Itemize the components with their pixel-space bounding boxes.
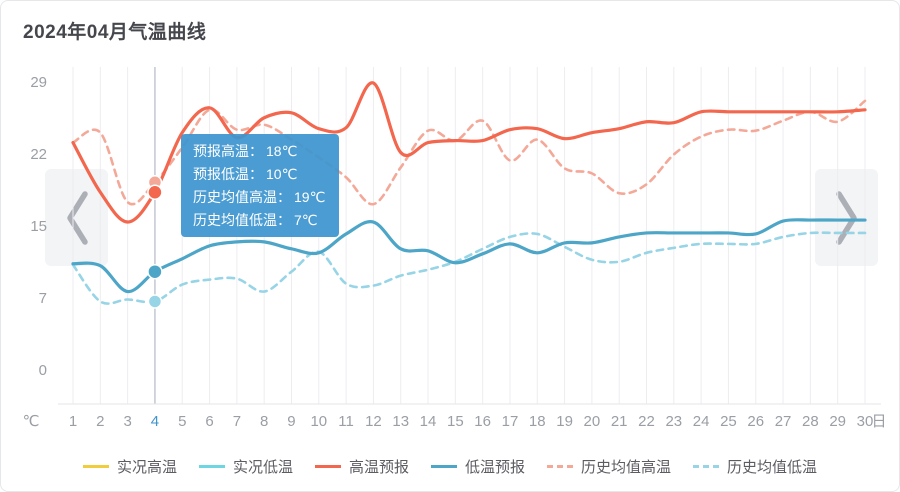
legend-swatch-actual-high <box>82 465 109 468</box>
tooltip-label: 历史均值低温： <box>193 212 291 228</box>
x-tick-label-day-18: 18 <box>528 413 546 430</box>
selected-day-marker-low-forecast <box>147 263 163 280</box>
legend-item-actual-low[interactable]: 实况低温 <box>198 456 293 477</box>
y-tick-label: 0 <box>38 362 47 379</box>
x-axis-unit-label: 日 <box>871 413 887 430</box>
tooltip-row: 历史均值低温： 7℃ <box>193 209 327 232</box>
x-tick-label-day-24: 24 <box>692 413 710 430</box>
series-line-low-forecast <box>71 218 867 294</box>
x-tick-label-day-6: 6 <box>205 413 214 430</box>
x-tick-label-day-9: 9 <box>287 413 296 430</box>
x-tick-label-day-10: 10 <box>310 413 328 430</box>
series-line-hist-avg-low <box>71 231 867 305</box>
selected-day-marker-high-forecast <box>147 184 163 200</box>
y-tick-label: 15 <box>30 218 47 235</box>
x-tick-label-day-30: 30 <box>856 413 874 430</box>
tooltip-value: 7℃ <box>294 212 318 228</box>
tooltip-label: 预报高温： <box>193 143 263 159</box>
x-tick-label-day-15: 15 <box>446 413 464 430</box>
legend-swatch-high-forecast <box>314 465 341 468</box>
x-tick-label-day-19: 19 <box>556 413 573 430</box>
x-tick-label-day-8: 8 <box>259 413 269 430</box>
legend-label: 实况低温 <box>232 459 293 476</box>
tooltip-value: 19℃ <box>294 189 326 205</box>
legend-label: 低温预报 <box>465 459 526 476</box>
legend-item-low-forecast[interactable]: 低温预报 <box>431 456 525 477</box>
y-tick-label: 7 <box>38 290 47 307</box>
legend-label: 实况高温 <box>116 459 177 476</box>
x-tick-label-day-3: 3 <box>123 413 132 430</box>
legend-swatch-low-forecast <box>431 465 457 468</box>
series-line-hist-avg-high <box>71 99 867 206</box>
chevron-left-icon <box>66 190 88 245</box>
x-tick-label-day-5: 5 <box>178 413 187 430</box>
legend: 实况高温 实况低温 高温预报 低温预报 历史均值高温 历史均值低温 <box>1 456 899 477</box>
x-tick-label-day-29: 29 <box>829 413 847 430</box>
x-tick-label-day-2: 2 <box>96 413 105 430</box>
y-tick-label: 22 <box>30 146 47 163</box>
legend-item-hist-avg-high[interactable]: 历史均值高温 <box>547 456 671 477</box>
legend-item-high-forecast[interactable]: 高温预报 <box>314 456 409 477</box>
legend-swatch-hist-avg-low <box>693 465 720 468</box>
tooltip-label: 历史均值高温： <box>193 189 291 205</box>
legend-label: 历史均值高温 <box>581 459 672 476</box>
y-axis-unit-label: ℃ <box>22 413 40 430</box>
page-title: 2024年04月气温曲线 <box>23 22 207 43</box>
x-tick-label-day-22: 22 <box>638 413 655 430</box>
x-tick-label-day-16: 16 <box>474 413 491 430</box>
y-tick-label: 29 <box>30 74 47 91</box>
legend-label: 历史均值低温 <box>727 459 818 476</box>
chevron-right-icon <box>835 190 857 245</box>
x-tick-label-day-4: 4 <box>150 413 160 430</box>
x-tick-label-day-14: 14 <box>419 413 437 430</box>
x-tick-label-day-26: 26 <box>747 413 765 430</box>
x-tick-label-day-11: 11 <box>338 413 354 430</box>
tooltip-value: 18℃ <box>266 143 298 159</box>
tooltip-label: 预报低温： <box>193 166 263 182</box>
x-tick-label-day-25: 25 <box>720 413 737 430</box>
tooltip-row: 预报低温： 10℃ <box>193 163 327 186</box>
tooltip-row: 预报高温： 18℃ <box>193 140 327 163</box>
x-tick-label-day-28: 28 <box>802 413 819 430</box>
x-tick-label-day-23: 23 <box>665 413 683 430</box>
legend-item-hist-avg-low[interactable]: 历史均值低温 <box>693 456 817 477</box>
x-tick-label-day-20: 20 <box>583 413 601 430</box>
x-tick-label-day-27: 27 <box>774 413 792 430</box>
x-tick-label-day-13: 13 <box>392 413 410 430</box>
series-line-high-forecast <box>71 81 867 224</box>
x-tick-label-day-12: 12 <box>365 413 382 430</box>
legend-label: 高温预报 <box>348 459 409 476</box>
next-arrow-button[interactable] <box>815 169 878 266</box>
x-tick-label-day-17: 17 <box>501 413 519 430</box>
day-tooltip: 预报高温： 18℃ 预报低温： 10℃ 历史均值高温： 19℃ 历史均值低温： 7℃ <box>181 134 339 237</box>
x-tick-label-day-7: 7 <box>232 413 242 430</box>
x-tick-label-day-1: 1 <box>68 413 78 430</box>
selected-day-marker-hist-avg-low <box>147 294 163 309</box>
tooltip-row: 历史均值高温： 19℃ <box>193 186 327 209</box>
legend-swatch-actual-low <box>198 465 225 468</box>
legend-swatch-hist-avg-high <box>547 465 574 468</box>
legend-item-actual-high[interactable]: 实况高温 <box>82 456 177 477</box>
tooltip-value: 10℃ <box>266 166 298 182</box>
x-tick-label-day-21: 21 <box>610 413 628 430</box>
